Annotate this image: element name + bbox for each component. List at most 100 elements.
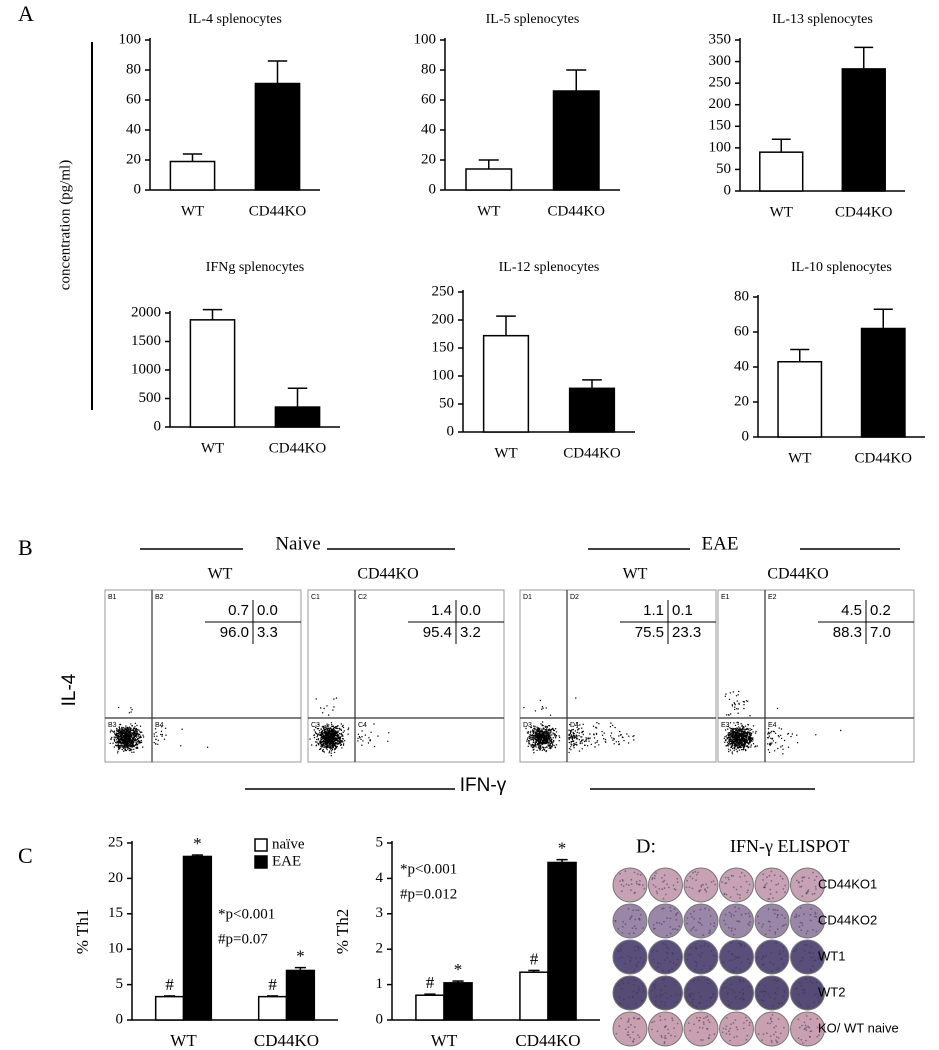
spot bbox=[671, 967, 673, 970]
dot bbox=[118, 735, 121, 738]
dot bbox=[132, 731, 135, 733]
spot bbox=[725, 893, 728, 896]
spot bbox=[641, 985, 644, 988]
dot bbox=[139, 725, 142, 727]
dot-cloud bbox=[117, 706, 133, 714]
spot bbox=[756, 957, 758, 959]
dot bbox=[573, 734, 575, 737]
spot bbox=[639, 874, 642, 876]
spot bbox=[638, 947, 640, 949]
spot bbox=[757, 915, 759, 918]
spot bbox=[769, 925, 772, 928]
spot bbox=[693, 910, 695, 913]
spot bbox=[667, 1028, 669, 1031]
spot bbox=[652, 949, 655, 951]
dot bbox=[731, 753, 734, 755]
spot bbox=[698, 1019, 700, 1022]
dot bbox=[336, 725, 338, 727]
dot bbox=[315, 698, 317, 700]
spot bbox=[784, 891, 786, 894]
spot bbox=[663, 879, 666, 882]
spot bbox=[635, 1003, 637, 1005]
dot bbox=[541, 708, 543, 710]
spot bbox=[734, 997, 737, 1000]
quadrant-value: 3.3 bbox=[257, 624, 278, 641]
spot bbox=[806, 890, 809, 893]
dot bbox=[737, 712, 739, 714]
dot bbox=[547, 734, 549, 736]
quadrant-value: 0.0 bbox=[460, 602, 481, 619]
dot bbox=[342, 726, 345, 729]
spot bbox=[735, 956, 738, 958]
dot bbox=[727, 732, 729, 734]
gate-label: B3 bbox=[108, 722, 117, 729]
spot bbox=[739, 876, 741, 878]
dot bbox=[126, 732, 128, 734]
dot bbox=[729, 692, 731, 694]
dot bbox=[545, 740, 547, 742]
spot bbox=[627, 1021, 629, 1023]
spot bbox=[770, 1017, 772, 1019]
spot bbox=[800, 1038, 803, 1041]
dot bbox=[155, 731, 157, 734]
dot bbox=[330, 755, 332, 757]
dot bbox=[740, 739, 742, 742]
spot bbox=[618, 1025, 621, 1028]
dot bbox=[128, 739, 131, 742]
spot bbox=[769, 1035, 772, 1038]
spot bbox=[758, 922, 760, 925]
error-bar bbox=[452, 980, 464, 983]
dot bbox=[738, 702, 740, 704]
dot bbox=[341, 735, 344, 737]
dot bbox=[735, 735, 737, 738]
group-label: EAE bbox=[702, 533, 739, 554]
dot bbox=[551, 734, 553, 736]
spot bbox=[695, 964, 698, 967]
dot bbox=[325, 739, 328, 741]
dot bbox=[316, 741, 318, 743]
dot-cloud bbox=[309, 722, 350, 757]
spot bbox=[738, 991, 741, 994]
spot bbox=[662, 897, 665, 900]
dot bbox=[613, 738, 615, 740]
spot bbox=[775, 891, 778, 894]
dot bbox=[534, 737, 536, 739]
dot bbox=[748, 746, 750, 748]
dot bbox=[542, 736, 544, 738]
spot bbox=[666, 917, 669, 920]
spot bbox=[630, 889, 632, 892]
dot bbox=[558, 735, 560, 737]
y-tick-label: 100 bbox=[432, 367, 455, 383]
dot bbox=[135, 740, 137, 742]
spot bbox=[653, 927, 655, 930]
spot bbox=[763, 990, 766, 993]
spot bbox=[630, 878, 633, 881]
dot bbox=[780, 746, 782, 748]
spot bbox=[770, 880, 773, 882]
spot bbox=[748, 915, 751, 918]
dot bbox=[332, 709, 334, 711]
dot bbox=[133, 751, 135, 753]
spot bbox=[801, 880, 804, 882]
spot bbox=[656, 892, 659, 895]
y-tick-label: 40 bbox=[734, 358, 749, 374]
spot bbox=[666, 946, 668, 948]
dot bbox=[133, 748, 135, 751]
dot bbox=[768, 751, 771, 754]
spot bbox=[618, 996, 621, 998]
dot bbox=[617, 741, 620, 743]
dot bbox=[725, 745, 727, 747]
dot bbox=[738, 690, 740, 693]
dot bbox=[539, 727, 541, 730]
dot bbox=[741, 734, 744, 737]
spot bbox=[689, 913, 692, 915]
spot bbox=[800, 984, 802, 987]
dot bbox=[123, 739, 125, 741]
spot bbox=[769, 996, 771, 998]
spot bbox=[630, 916, 632, 919]
spot bbox=[760, 990, 763, 993]
spot bbox=[714, 883, 717, 886]
spot bbox=[770, 951, 773, 954]
spot bbox=[816, 1017, 819, 1020]
spot bbox=[654, 1000, 657, 1003]
